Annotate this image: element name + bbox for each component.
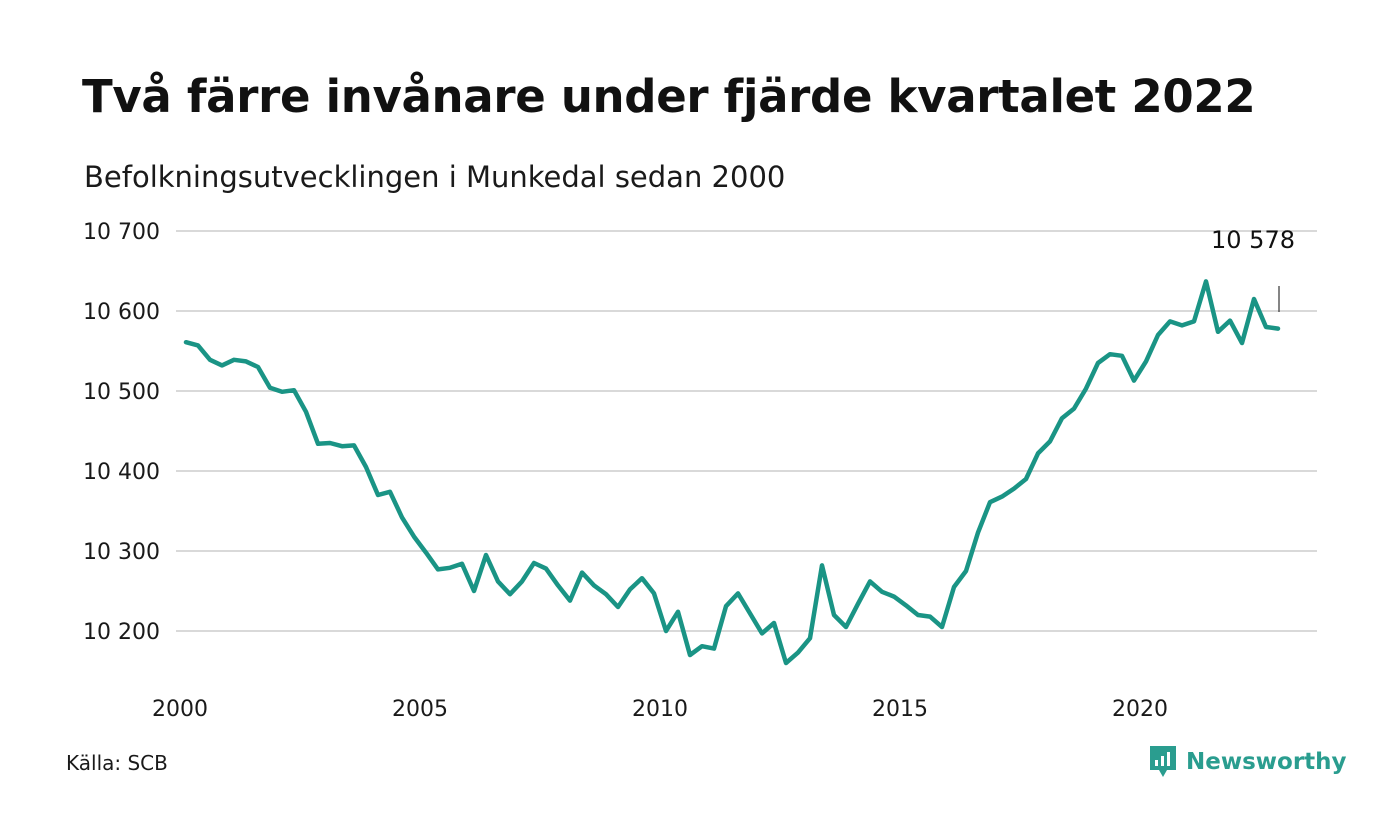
brand-logo: Newsworthy <box>1148 744 1347 780</box>
x-tick-label: 2015 <box>872 697 928 722</box>
source-note: Källa: SCB <box>66 751 168 775</box>
y-tick-label: 10 600 <box>83 300 160 325</box>
x-tick-label: 2000 <box>152 697 208 722</box>
last-value-label: 10 578 <box>1211 226 1295 254</box>
y-tick-label: 10 300 <box>83 540 160 565</box>
x-axis-labels: 2000 2005 2010 2015 2020 <box>152 697 1168 722</box>
y-tick-label: 10 500 <box>83 380 160 405</box>
annotations: 10 578 <box>1211 226 1295 312</box>
grid-lines <box>176 230 1317 632</box>
brand-name: Newsworthy <box>1186 749 1347 775</box>
x-tick-label: 2020 <box>1112 697 1168 722</box>
chart-title: Två färre invånare under fjärde kvartale… <box>82 70 1256 123</box>
x-tick-label: 2010 <box>632 697 688 722</box>
newsworthy-logo-icon <box>1150 746 1176 777</box>
y-tick-label: 10 200 <box>83 620 160 645</box>
y-axis-labels: 10 200 10 300 10 400 10 500 10 600 10 700 <box>83 220 160 645</box>
y-tick-label: 10 700 <box>83 220 160 245</box>
series-line <box>183 279 1281 666</box>
series-layer <box>183 279 1281 666</box>
y-tick-label: 10 400 <box>83 460 160 485</box>
chart-subtitle: Befolkningsutvecklingen i Munkedal sedan… <box>84 160 786 194</box>
x-tick-label: 2005 <box>392 697 448 722</box>
